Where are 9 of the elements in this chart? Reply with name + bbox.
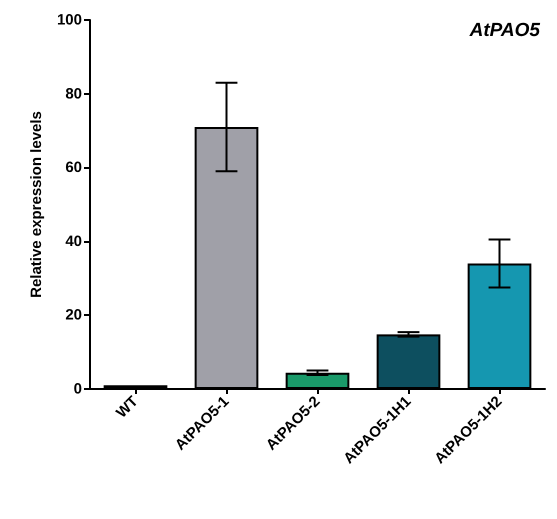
y-tick-label: 0 bbox=[74, 380, 82, 398]
y-tick-label: 20 bbox=[65, 306, 82, 324]
x-tick-label: WT bbox=[113, 392, 142, 422]
y-tick-label: 100 bbox=[56, 12, 82, 28]
y-axis-title: Relative expression levels bbox=[28, 111, 45, 298]
y-tick-label: 40 bbox=[65, 232, 82, 250]
y-tick-label: 80 bbox=[65, 85, 82, 102]
y-tick-label: 60 bbox=[65, 159, 82, 176]
chart-title: AtPAO5 bbox=[468, 20, 540, 41]
